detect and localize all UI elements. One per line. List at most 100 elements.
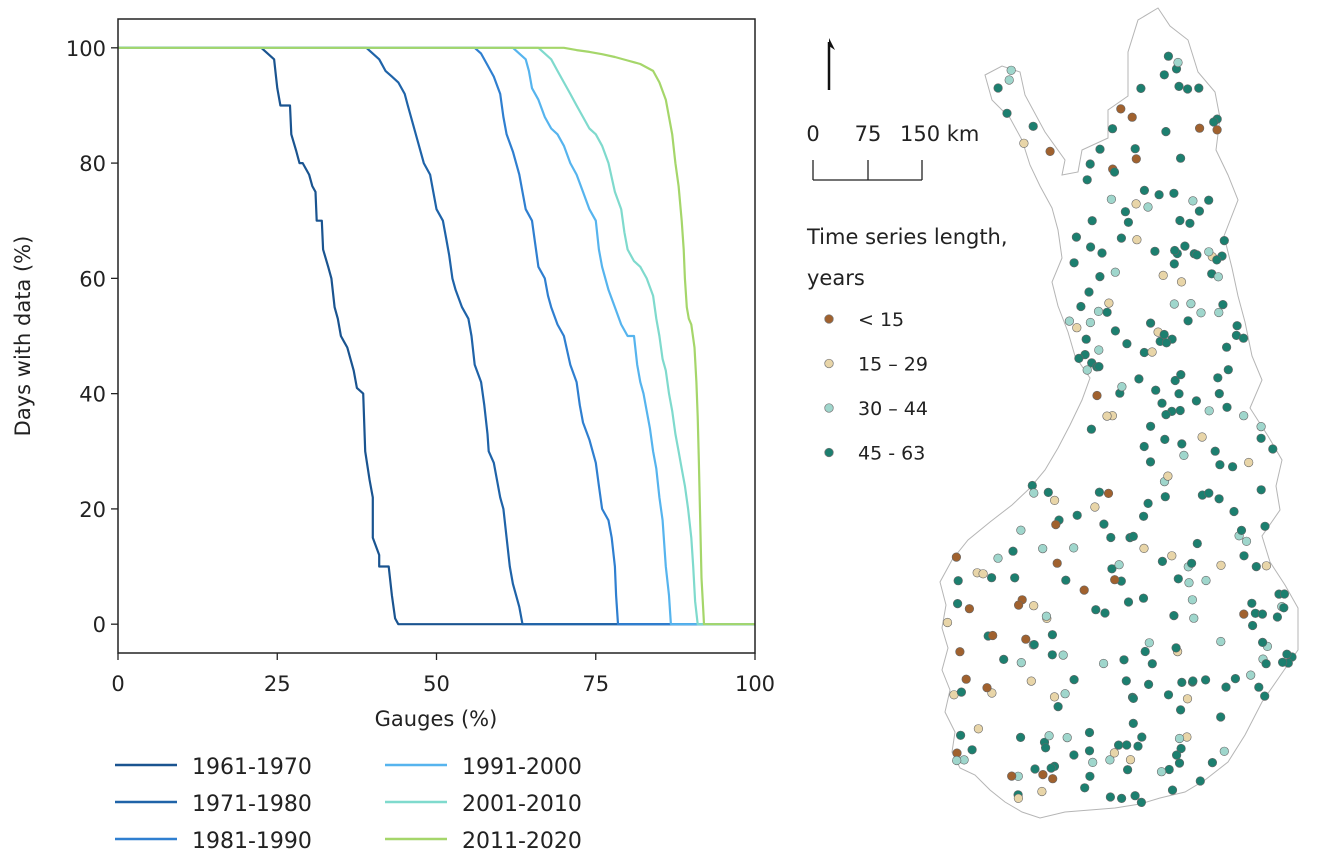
gauge-marker [1192, 250, 1202, 260]
gauge-marker [1133, 741, 1143, 751]
gauge-marker [1128, 531, 1138, 542]
gauge-marker [1161, 338, 1172, 348]
gauge-marker [1082, 175, 1092, 185]
gauge-marker [1194, 206, 1204, 216]
series-line-1991-2000 [118, 46, 755, 626]
map-legend-label: 15 – 29 [858, 354, 928, 376]
gauge-marker [1105, 755, 1115, 765]
gauge-marker [1110, 267, 1120, 277]
gauge-marker [1131, 199, 1141, 209]
gauge-marker [1122, 765, 1133, 775]
gauge-marker [1176, 370, 1186, 380]
gauge-marker [1247, 598, 1257, 608]
gauge-marker [1182, 84, 1193, 94]
gauge-marker [1160, 434, 1170, 445]
gauge-marker [942, 617, 953, 628]
gauge-marker [1150, 246, 1160, 256]
gauge-markers [942, 51, 1297, 808]
gauge-marker [1173, 57, 1183, 68]
gauge-marker [1080, 783, 1090, 793]
gauge-marker [1076, 301, 1086, 312]
gauge-marker [1002, 108, 1012, 118]
gauge-marker [1238, 333, 1249, 343]
gauge-marker [1229, 506, 1239, 517]
gauge-marker [1191, 396, 1201, 406]
gauge-marker [1161, 410, 1171, 420]
gauge-marker [1107, 124, 1118, 134]
gauge-marker [1195, 776, 1205, 786]
gauge-marker [1043, 487, 1053, 498]
series-line-1961-1970 [118, 46, 755, 626]
gauge-marker [1174, 389, 1184, 399]
gauge-marker [1106, 194, 1116, 204]
gauge-marker [1084, 727, 1095, 738]
gauge-marker [1187, 595, 1197, 605]
gauge-marker [1179, 450, 1189, 461]
gauge-marker [1279, 589, 1289, 599]
gauge-marker [1244, 457, 1254, 468]
gauge-marker [1091, 605, 1101, 615]
x-tick-label: 100 [735, 672, 775, 696]
gauge-marker [1052, 558, 1062, 568]
gauge-marker [1214, 494, 1224, 504]
gauge-marker [1261, 659, 1271, 669]
gauge-marker [1029, 488, 1039, 498]
gauge-marker [1084, 287, 1094, 297]
gauge-marker [1038, 769, 1048, 780]
gauge-marker [1167, 551, 1177, 561]
gauge-marker [952, 755, 962, 766]
gauge-marker [1016, 525, 1026, 535]
gauge-marker [1163, 471, 1173, 481]
legend-label-2001-2010: 2001-2010 [462, 792, 582, 817]
gauge-marker [1163, 690, 1174, 700]
gauge-marker [1159, 70, 1169, 80]
gauge-marker [1139, 347, 1149, 358]
gauge-marker [1130, 144, 1140, 154]
gauge-marker [1219, 236, 1229, 246]
gauge-marker [1272, 612, 1282, 622]
gauge-marker [1209, 117, 1219, 127]
gauge-marker [1219, 746, 1229, 756]
gauge-marker [1174, 81, 1184, 91]
gauge-marker [1221, 342, 1232, 352]
gauge-marker [1256, 433, 1266, 443]
gauge-marker [1123, 597, 1134, 607]
gauge-marker [1227, 462, 1238, 472]
gauge-marker [1134, 374, 1144, 384]
x-axis-ticks: 0 25 50 75 100 [111, 653, 775, 696]
gauge-marker [978, 569, 988, 579]
gauge-marker [1173, 574, 1183, 584]
legend-label-1971-1980: 1971-1980 [192, 792, 312, 817]
series-line-1971-1980 [118, 46, 755, 626]
gauge-marker [1239, 609, 1249, 619]
gauge-marker [1137, 732, 1147, 742]
gauge-marker [1085, 317, 1095, 328]
chart-legend: 1961-1970 1971-1980 1981-1990 1991-2000 2001… [115, 755, 582, 854]
map-legend-label: 45 - 63 [858, 443, 925, 465]
gauge-marker [1143, 202, 1153, 212]
gauge-marker [1084, 746, 1095, 756]
gauge-marker [1013, 793, 1024, 803]
gauge-marker [1082, 365, 1092, 375]
gauge-marker [1026, 676, 1036, 686]
gauge-marker [1279, 603, 1289, 613]
gauge-marker [1174, 733, 1185, 744]
gauge-marker [1097, 248, 1107, 258]
gauge-marker [956, 687, 967, 697]
legend-label-2011-2020: 2011-2020 [462, 829, 582, 854]
gauge-marker [1131, 154, 1141, 164]
gauge-marker [952, 598, 963, 609]
gauge-marker [1194, 123, 1205, 133]
gauge-marker [1171, 643, 1181, 653]
gauge-marker [1006, 65, 1016, 75]
gauge-marker [1175, 705, 1186, 715]
gauge-marker [1163, 51, 1173, 61]
gauge-marker [1194, 83, 1204, 93]
gauge-marker [1213, 272, 1223, 282]
gauge-marker [1007, 771, 1017, 781]
gauge-marker [1175, 153, 1186, 163]
gauge-marker [1159, 329, 1169, 340]
gauge-marker [1092, 390, 1102, 401]
gauge-marker [1239, 551, 1249, 561]
